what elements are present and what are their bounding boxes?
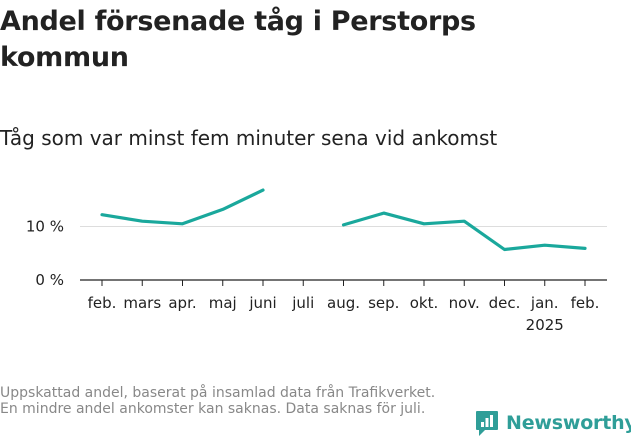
x-tick-label: nov. bbox=[449, 294, 480, 312]
x-tick-label: dec. bbox=[489, 294, 521, 312]
x-tick-label: feb. bbox=[88, 294, 117, 312]
x-tick-label: juli bbox=[291, 294, 314, 312]
x-tick-label: juni bbox=[248, 294, 276, 312]
x-tick-label: mars bbox=[123, 294, 161, 312]
x-tick-label: aug. bbox=[327, 294, 360, 312]
brand-name: Newsworthy bbox=[506, 412, 631, 434]
chart-title: Andel försenade tåg i Perstorps kommun bbox=[0, 6, 476, 73]
y-tick-label: 0 % bbox=[35, 271, 64, 289]
line-chart: 0 % 10 % feb. mars apr. maj juni juli aug. sep. ok… bbox=[26, 188, 607, 334]
series-line bbox=[100, 188, 265, 226]
brand-logo: Newsworthy bbox=[475, 408, 631, 438]
y-tick-label: 10 % bbox=[26, 218, 64, 236]
chart-subtitle: Tåg som var minst fem minuter sena vid a… bbox=[0, 126, 498, 150]
x-tick-label: apr. bbox=[168, 294, 196, 312]
x-tick-label: maj bbox=[209, 294, 237, 312]
newsworthy-logo-icon bbox=[476, 410, 498, 436]
x-tick-label: sep. bbox=[368, 294, 399, 312]
footnote: Uppskattad andel, baserat på insamlad da… bbox=[0, 385, 436, 417]
x-year-label: 2025 bbox=[526, 316, 564, 334]
series-line bbox=[341, 211, 587, 252]
x-tick-label: okt. bbox=[410, 294, 439, 312]
x-tick-label: feb. bbox=[571, 294, 600, 312]
x-tick-label: jan. bbox=[530, 294, 559, 312]
